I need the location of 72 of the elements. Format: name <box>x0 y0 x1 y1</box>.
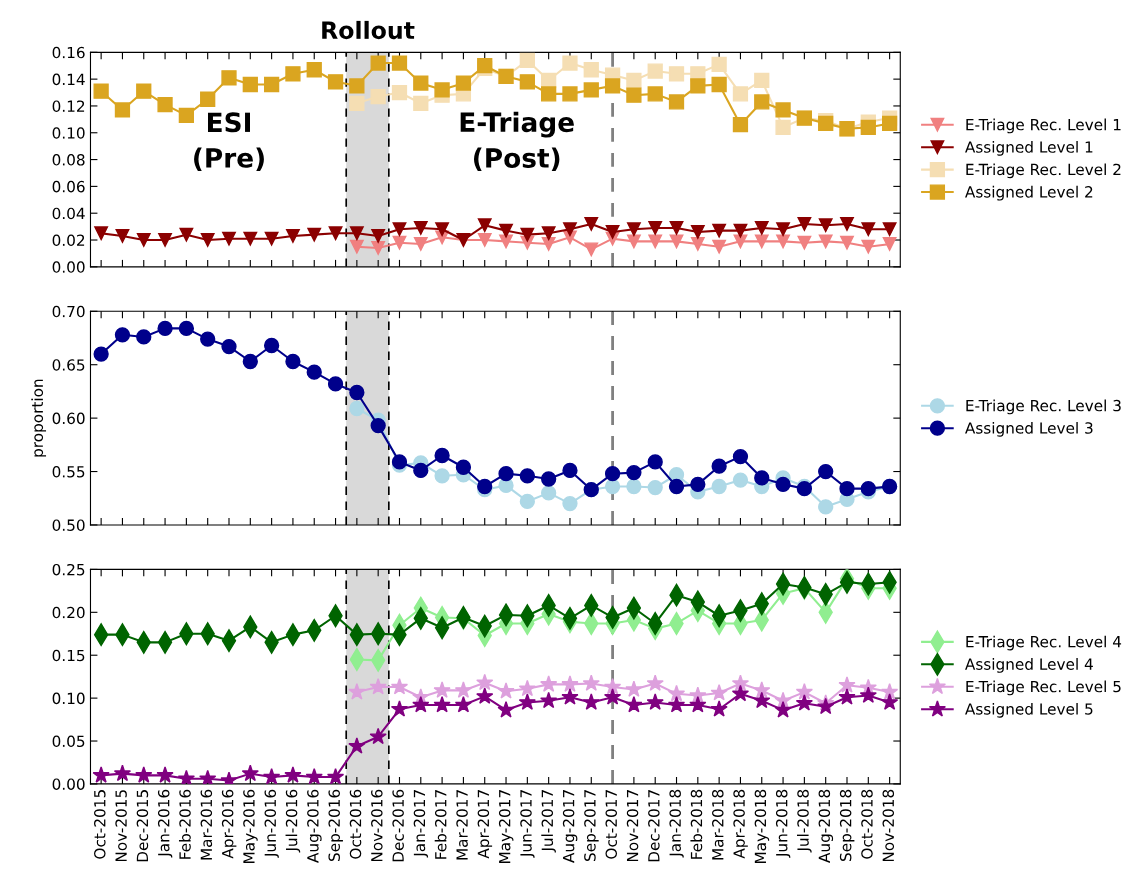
y-tick-label: 0.10 <box>52 692 85 705</box>
x-tick-label: Aug-2016 <box>307 789 322 863</box>
x-tick-label: Oct-2017 <box>605 790 618 859</box>
x-tick-label: Sep-2018 <box>839 789 855 861</box>
x-tick-label: Aug-2017 <box>562 790 578 863</box>
x-tick-label: Apr-2018 <box>733 789 748 859</box>
y-tick-label: 0.65 <box>52 359 85 371</box>
x-tick-label: May-2017 <box>498 790 514 863</box>
band-label: Rollout <box>322 20 415 40</box>
x-tick-label: Jun-2017 <box>520 790 535 858</box>
y-tick-label: 0.50 <box>52 519 85 531</box>
y-tick-label: 0.20 <box>52 606 85 619</box>
y-tick-label: 0.55 <box>52 466 85 478</box>
x-tick-label: Oct-2015 <box>94 790 106 859</box>
x-tick-label: Jun-2018 <box>775 789 791 858</box>
x-tick-label: Apr-2017 <box>477 790 493 859</box>
y-tick-label: 0.00 <box>52 261 85 273</box>
y-tick-label: 0.15 <box>52 649 85 662</box>
annotation: E-Triage (Post) <box>460 111 574 172</box>
x-tick-label: Jun-2016 <box>264 789 279 858</box>
legend-label: E-Triage Rec. Level 2 <box>966 163 1121 179</box>
x-tick-label: Aug-2018 <box>818 789 834 863</box>
y-tick-label: 0.14 <box>52 73 85 86</box>
x-tick-label: Jan-2016 <box>157 789 173 858</box>
x-tick-label: Sep-2016 <box>328 789 343 861</box>
x-tick-label: Jan-2017 <box>413 790 429 858</box>
legend-label: Assigned Level 2 <box>965 185 1093 201</box>
x-tick-label: Mar-2017 <box>456 790 468 860</box>
legend-label: E-Triage Rec. Level 5 <box>966 680 1121 696</box>
legend-label: E-Triage Rec. Level 3 <box>966 399 1121 415</box>
x-tick-label: Sep-2017 <box>584 790 599 861</box>
legend-label: Assigned Level 5 <box>965 702 1093 718</box>
y-tick-label: 0.00 <box>52 778 85 790</box>
legend-label: E-Triage Rec. Level 1 <box>966 118 1121 134</box>
y-tick-label: 0.70 <box>52 305 85 318</box>
y-tick-label: 0.16 <box>52 46 85 59</box>
legend-label: E-Triage Rec. Level 4 <box>966 635 1122 651</box>
y-tick-label: 0.05 <box>52 735 85 748</box>
x-tick-label: Mar-2018 <box>712 789 724 860</box>
x-tick-label: Jul-2017 <box>541 790 556 853</box>
y-tick-label: 0.04 <box>52 207 85 220</box>
x-tick-label: Nov-2017 <box>626 790 639 862</box>
x-tick-label: Nov-2018 <box>882 789 895 862</box>
x-tick-label: Feb-2018 <box>690 789 703 859</box>
y-tick-label: 0.06 <box>52 180 85 193</box>
x-tick-label: Nov-2016 <box>371 789 383 862</box>
x-tick-label: Dec-2015 <box>136 790 149 862</box>
y-axis-title: proportion <box>31 379 47 457</box>
x-tick-label: May-2016 <box>243 789 258 863</box>
x-tick-label: Oct-2018 <box>861 789 873 859</box>
annotation: ESI (Pre) <box>194 112 264 171</box>
x-tick-label: Dec-2017 <box>648 790 660 862</box>
legend-label: Assigned Level 4 <box>965 658 1093 673</box>
x-tick-label: Feb-2016 <box>178 789 191 859</box>
y-tick-label: 0.25 <box>52 563 85 576</box>
y-tick-label: 0.12 <box>52 100 85 112</box>
y-tick-label: 0.02 <box>52 234 85 247</box>
y-tick-label: 0.08 <box>52 154 85 166</box>
x-tick-label: Oct-2016 <box>349 789 362 859</box>
x-tick-label: Jul-2016 <box>285 789 301 853</box>
x-tick-label: Nov-2015 <box>115 790 127 862</box>
x-tick-label: May-2018 <box>754 789 770 863</box>
x-tick-label: Jan-2018 <box>669 789 684 858</box>
y-tick-label: 0.10 <box>52 127 85 139</box>
x-tick-label: Feb-2017 <box>434 790 447 859</box>
x-tick-label: Jul-2018 <box>796 789 812 853</box>
x-tick-label: Dec-2016 <box>392 789 404 862</box>
y-tick-label: 0.60 <box>52 412 85 425</box>
x-tick-label: Mar-2016 <box>200 789 213 860</box>
x-tick-label: Apr-2016 <box>221 789 237 859</box>
legend-label: Assigned Level 1 <box>965 140 1093 156</box>
legend-label: Assigned Level 3 <box>965 421 1093 437</box>
